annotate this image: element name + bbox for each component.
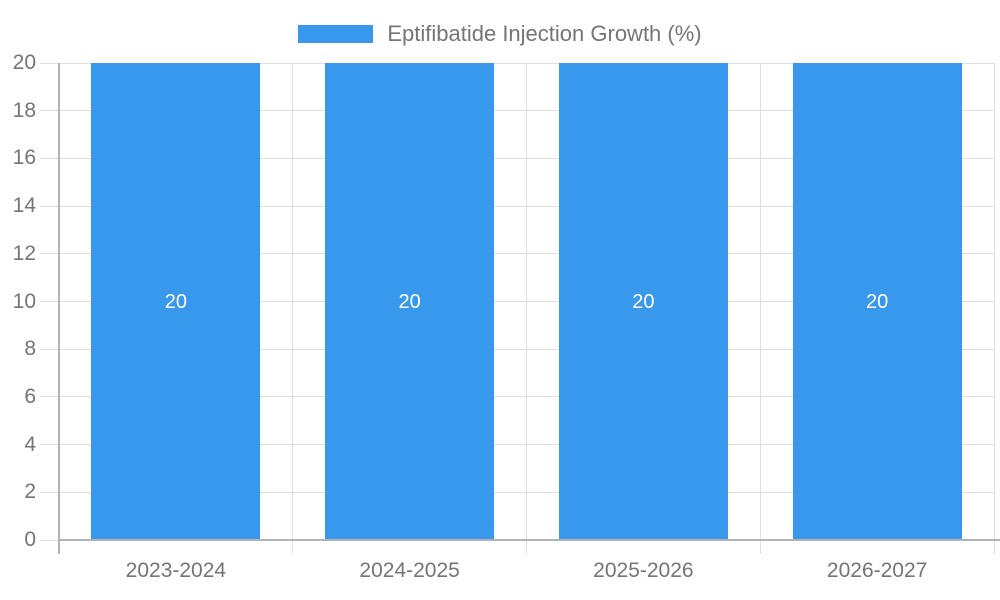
gridline-v: [526, 63, 527, 554]
bar-value-label: 20: [398, 290, 421, 313]
y-tick: [40, 253, 59, 255]
y-axis-label: 14: [12, 194, 36, 218]
x-axis-label: 2023-2024: [125, 559, 227, 582]
y-axis-label: 16: [12, 146, 36, 170]
y-axis-label: 6: [24, 384, 36, 408]
y-axis-label: 10: [12, 289, 36, 313]
y-axis-label: 2: [24, 480, 36, 504]
y-axis-label: 8: [24, 337, 36, 361]
y-tick: [40, 157, 59, 159]
y-tick: [40, 205, 59, 207]
y-axis-label: 0: [24, 528, 36, 551]
bar[interactable]: [91, 63, 261, 540]
bar[interactable]: [325, 63, 495, 540]
y-tick: [40, 348, 59, 350]
x-axis-line: [59, 539, 1000, 541]
gridline-v: [292, 63, 294, 554]
bar-value-label: 20: [164, 290, 187, 313]
y-axis-label: 20: [12, 51, 36, 74]
bar[interactable]: [792, 63, 962, 540]
gridline-v: [759, 63, 761, 554]
gridline-v: [993, 63, 995, 554]
bar-value-label: 20: [632, 290, 655, 313]
y-tick: [40, 301, 59, 302]
y-axis-label: 12: [12, 241, 36, 265]
legend-label: Eptifibatide Injection Growth (%): [387, 21, 702, 46]
y-axis-line: [58, 63, 60, 554]
y-tick: [40, 396, 59, 398]
x-axis-label: 2026-2027: [826, 559, 928, 582]
bar[interactable]: [558, 63, 728, 540]
bar-value-label: 20: [866, 290, 889, 313]
x-axis-label: 2025-2026: [593, 559, 694, 582]
legend-swatch: [298, 25, 374, 43]
y-tick: [40, 539, 59, 541]
y-axis-label: 18: [12, 98, 36, 122]
y-tick: [40, 491, 59, 493]
y-axis-label: 4: [24, 432, 36, 456]
y-tick: [40, 110, 59, 112]
y-tick: [40, 62, 59, 64]
chart-legend[interactable]: Eptifibatide Injection Growth (%): [0, 21, 1000, 46]
x-axis-label: 2024-2025: [359, 559, 460, 582]
y-tick: [40, 444, 59, 446]
